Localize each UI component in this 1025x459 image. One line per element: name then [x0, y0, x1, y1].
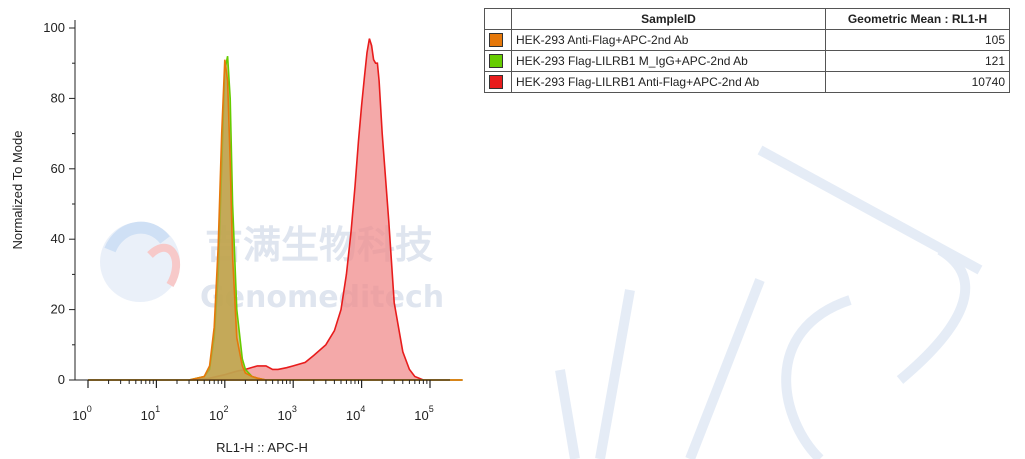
legend-value: 121	[825, 50, 1010, 72]
legend-row: HEK-293 Flag-LILRB1 Anti-Flag+APC-2nd Ab…	[484, 71, 1010, 93]
legend-header-value: Geometric Mean : RL1-H	[825, 8, 1010, 30]
legend-sample: HEK-293 Flag-LILRB1 Anti-Flag+APC-2nd Ab	[511, 71, 826, 93]
watermark-text-en: Genomeditech	[200, 280, 444, 315]
legend-value: 105	[825, 29, 1010, 51]
y-tick-label: 20	[51, 302, 65, 317]
x-tick-label: 103	[277, 404, 296, 423]
series-area	[88, 56, 463, 381]
legend-swatch-cell	[484, 50, 512, 72]
x-tick-label: 100	[72, 404, 91, 423]
legend-header-color	[484, 8, 512, 30]
legend-header-row: SampleID Geometric Mean : RL1-H	[484, 8, 1010, 30]
series-area	[88, 59, 463, 381]
x-tick-label: 101	[141, 404, 160, 423]
legend-sample: HEK-293 Anti-Flag+APC-2nd Ab	[511, 29, 826, 51]
legend-row: HEK-293 Flag-LILRB1 M_IgG+APC-2nd Ab 121	[484, 50, 1010, 72]
chart-svg: 吉满生物科技 Genomeditech 0 20 40 60 80 100 100 101 102 1…	[10, 20, 463, 455]
legend-swatch	[489, 54, 503, 68]
x-axis-label: RL1-H :: APC-H	[216, 440, 308, 455]
legend-row: HEK-293 Anti-Flag+APC-2nd Ab 105	[484, 29, 1010, 51]
x-tick-label: 104	[346, 404, 365, 423]
y-axis-label: Normalized To Mode	[10, 131, 25, 250]
watermark-logo-circle	[100, 222, 180, 302]
legend-swatch	[489, 33, 503, 47]
y-tick-label: 100	[43, 20, 65, 35]
watermark-logo-arc-red	[147, 243, 181, 288]
legend-sample: HEK-293 Flag-LILRB1 M_IgG+APC-2nd Ab	[511, 50, 826, 72]
watermark-logo: 吉满生物科技 Genomeditech	[100, 221, 444, 315]
legend-swatch	[489, 75, 503, 89]
y-tick-label: 80	[51, 90, 65, 105]
y-tick-label: 0	[58, 372, 65, 387]
x-tick-label: 105	[414, 404, 433, 423]
y-tick-label: 60	[51, 161, 65, 176]
watermark-text-cn: 吉满生物科技	[205, 223, 433, 267]
legend-table: SampleID Geometric Mean : RL1-H HEK-293 …	[484, 8, 1010, 93]
series-area	[88, 38, 463, 381]
legend-swatch-cell	[484, 29, 512, 51]
x-tick-label: 102	[209, 404, 228, 423]
watermark-logo-arc	[104, 221, 170, 253]
legend-value: 10740	[825, 71, 1010, 93]
histogram-chart: 吉满生物科技 Genomeditech 0 20 40 60 80 100 100 101 102 1…	[0, 0, 470, 459]
legend-swatch-cell	[484, 71, 512, 93]
y-tick-label: 40	[51, 231, 65, 246]
legend-header-sample: SampleID	[511, 8, 826, 30]
